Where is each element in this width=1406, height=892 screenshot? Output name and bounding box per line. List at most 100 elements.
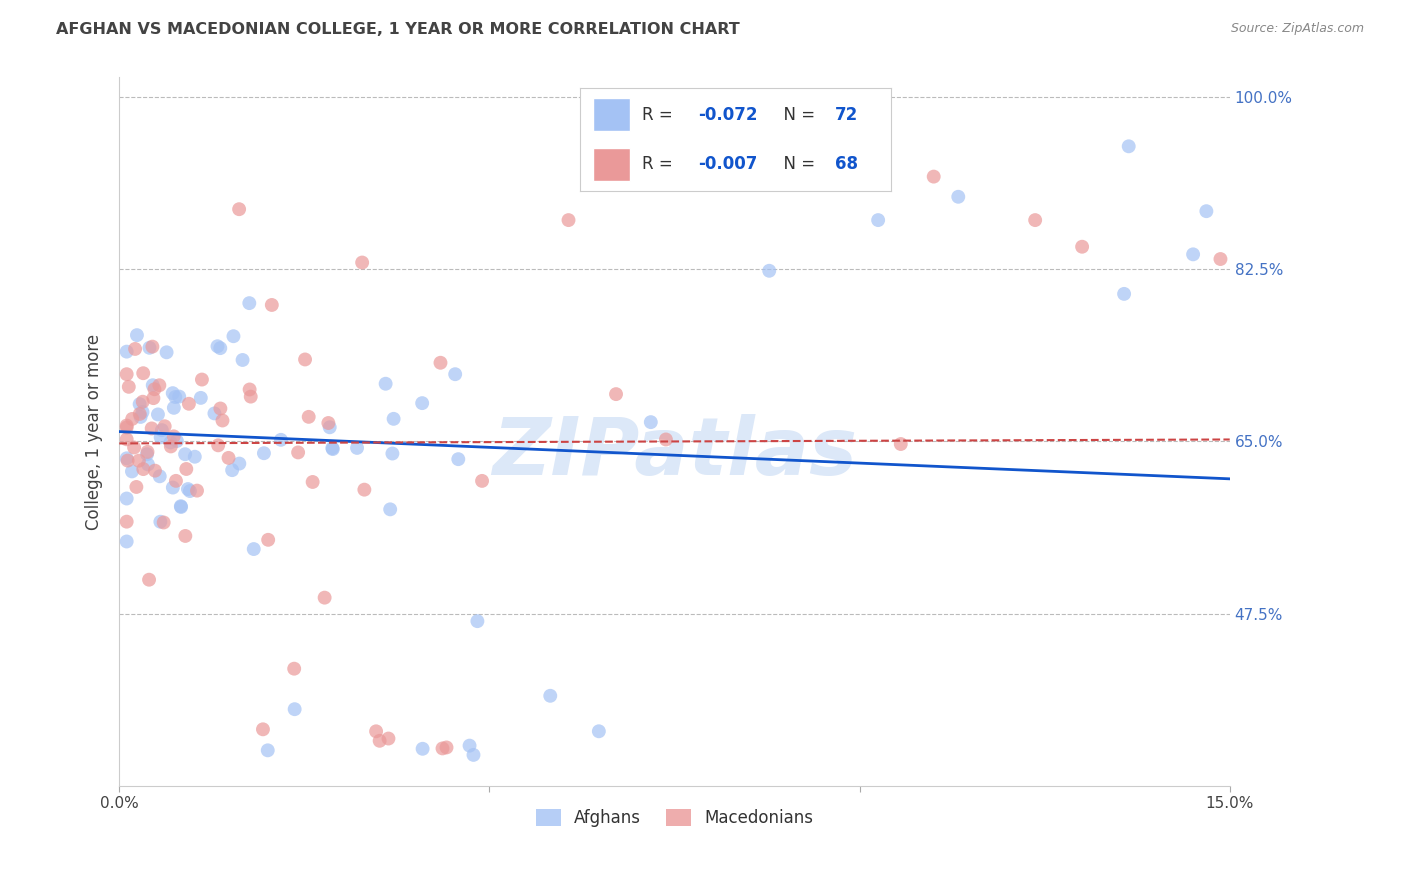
Point (260, 298, 283, 312)
Point (209, 341, 232, 355)
Point (125, 480, 148, 494)
Point (165, 474, 187, 488)
Point (162, 481, 184, 495)
Point (176, 462, 198, 476)
Point (207, 339, 229, 353)
Point (218, 450, 240, 465)
Legend: Afghans, Macedonians: Afghans, Macedonians (529, 803, 820, 834)
Point (142, 391, 165, 405)
Point (132, 366, 155, 380)
Point (1114, 286, 1136, 301)
Point (588, 724, 610, 739)
Point (353, 483, 375, 497)
Point (1195, 204, 1218, 219)
Point (138, 573, 160, 587)
Point (228, 202, 250, 217)
Point (239, 390, 262, 404)
Point (374, 376, 396, 391)
Point (146, 408, 169, 422)
Point (124, 342, 146, 356)
Point (270, 433, 292, 447)
Point (382, 412, 405, 426)
Point (165, 390, 187, 404)
Point (429, 356, 451, 370)
Point (380, 502, 402, 516)
Point (444, 368, 467, 382)
Text: ZIPatlas: ZIPatlas (492, 414, 858, 491)
Point (346, 441, 368, 455)
Point (1118, 139, 1140, 153)
Point (252, 723, 274, 737)
Point (163, 429, 186, 443)
Point (239, 383, 262, 397)
Point (142, 378, 165, 392)
Point (122, 441, 145, 455)
Point (605, 387, 627, 401)
Point (253, 446, 276, 460)
Point (128, 407, 150, 421)
Point (184, 450, 207, 464)
Point (128, 397, 150, 411)
Point (301, 475, 323, 489)
Point (257, 533, 280, 547)
Point (321, 441, 343, 455)
Point (890, 437, 912, 451)
Point (166, 434, 188, 448)
Point (167, 390, 190, 404)
Point (150, 423, 173, 437)
Point (922, 169, 945, 184)
Point (152, 516, 174, 530)
Point (121, 464, 143, 478)
Point (117, 453, 139, 467)
Point (412, 741, 434, 756)
Point (538, 689, 561, 703)
Point (121, 412, 143, 426)
Point (129, 409, 152, 424)
Point (238, 296, 260, 310)
Point (186, 483, 208, 498)
Point (128, 453, 150, 467)
Y-axis label: College, 1 year or more: College, 1 year or more (86, 334, 103, 530)
Point (174, 447, 197, 461)
Point (1182, 247, 1205, 261)
Point (221, 463, 243, 477)
Point (458, 739, 481, 753)
Point (318, 416, 340, 430)
Point (868, 213, 890, 227)
Point (242, 542, 264, 557)
Point (283, 662, 305, 676)
Point (432, 741, 454, 756)
Point (467, 614, 489, 628)
Point (228, 457, 250, 471)
Point (115, 451, 138, 466)
Point (191, 373, 214, 387)
Point (131, 405, 153, 419)
Point (298, 409, 321, 424)
Point (287, 445, 309, 459)
Point (170, 499, 193, 513)
Point (256, 743, 278, 757)
Point (170, 500, 193, 514)
Point (125, 328, 148, 343)
Point (149, 515, 172, 529)
Point (1071, 240, 1094, 254)
Point (232, 353, 254, 368)
Point (162, 386, 184, 401)
Point (284, 702, 307, 716)
Point (471, 474, 494, 488)
Point (115, 368, 138, 382)
Point (314, 591, 336, 605)
Point (148, 378, 170, 392)
Point (149, 430, 172, 444)
Point (709, 164, 731, 178)
Point (463, 747, 485, 762)
Point (436, 740, 458, 755)
Point (174, 529, 197, 543)
Point (207, 438, 229, 452)
Point (179, 484, 201, 499)
Point (143, 464, 166, 478)
Point (948, 190, 970, 204)
Point (141, 421, 163, 435)
Point (447, 452, 470, 467)
Point (411, 396, 433, 410)
